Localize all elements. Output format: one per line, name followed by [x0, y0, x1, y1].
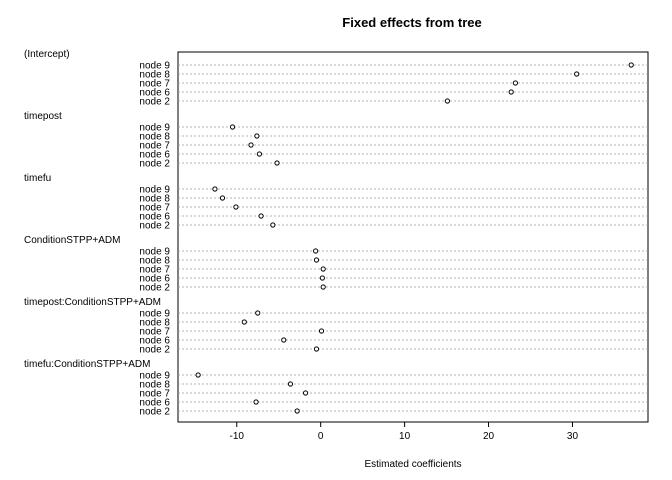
row-label: node 7	[139, 79, 170, 90]
group-label: ConditionSTPP+ADM	[24, 235, 120, 246]
data-point	[233, 204, 239, 210]
x-tick-label: 20	[483, 431, 495, 442]
data-point	[302, 390, 309, 396]
data-point	[287, 381, 294, 387]
row-label: node 9	[139, 185, 170, 196]
row-label: node 7	[139, 265, 170, 276]
x-tick-label: 30	[567, 431, 579, 442]
group-label: timepost:ConditionSTPP+ADM	[24, 297, 161, 308]
row-label: node 8	[139, 256, 170, 267]
data-point	[512, 80, 518, 86]
data-point	[258, 213, 264, 219]
row-label: node 6	[139, 88, 170, 99]
data-point	[241, 319, 247, 325]
data-point	[254, 133, 260, 139]
data-point	[508, 89, 514, 95]
data-point	[270, 222, 276, 228]
row-label: node 2	[139, 283, 170, 294]
data-point	[574, 71, 580, 77]
data-point	[195, 372, 201, 378]
row-label: node 8	[139, 194, 170, 205]
row-label: node 9	[139, 61, 170, 72]
row-label: node 2	[139, 345, 170, 356]
plot-frame	[177, 51, 649, 423]
row-label: node 8	[139, 132, 170, 143]
dots-layer	[195, 62, 634, 414]
data-point	[628, 62, 634, 68]
data-point	[313, 248, 319, 254]
data-point	[212, 186, 218, 192]
row-label: node 2	[139, 407, 170, 418]
data-point	[320, 284, 326, 290]
row-label: node 8	[139, 380, 170, 391]
x-tick-label: 0	[318, 431, 324, 442]
data-point	[229, 124, 236, 130]
data-point	[248, 142, 254, 148]
row-label: node 6	[139, 336, 170, 347]
row-label: node 2	[139, 221, 170, 232]
data-point	[219, 195, 226, 201]
row-label: node 9	[139, 123, 170, 134]
row-label: node 9	[139, 247, 170, 258]
data-point	[313, 346, 320, 352]
data-point	[318, 328, 325, 334]
group-label: timefu:ConditionSTPP+ADM	[24, 359, 150, 370]
row-label: node 8	[139, 70, 170, 81]
row-label: node 8	[139, 318, 170, 329]
data-point	[253, 399, 259, 405]
data-point	[294, 408, 300, 414]
row-label: node 2	[139, 97, 170, 108]
row-label: node 7	[139, 389, 170, 400]
group-label: timefu	[24, 173, 51, 184]
row-label: node 6	[139, 274, 170, 285]
row-label: node 7	[139, 203, 170, 214]
row-label: node 6	[139, 212, 170, 223]
x-tick-label: 10	[399, 431, 411, 442]
data-point	[274, 160, 280, 166]
row-label: node 6	[139, 150, 170, 161]
x-axis: -10 0 10 20 30	[230, 422, 579, 442]
row-label: node 2	[139, 159, 170, 170]
data-point	[256, 151, 263, 157]
x-axis-label: Estimated coefficients	[364, 459, 461, 470]
data-point	[281, 337, 287, 343]
group-label: timepost	[24, 111, 62, 122]
data-point	[313, 257, 320, 263]
group-label: (Intercept)	[24, 49, 70, 60]
data-point	[319, 275, 325, 281]
row-label: node 7	[139, 327, 170, 338]
row-label: node 9	[139, 309, 170, 320]
row-label: node 6	[139, 398, 170, 409]
data-point	[255, 310, 261, 316]
data-point	[320, 266, 326, 272]
data-point	[444, 98, 451, 104]
x-tick-label: -10	[230, 431, 245, 442]
row-label: node 9	[139, 371, 170, 382]
chart-title: Fixed effects from tree	[342, 15, 481, 30]
grid-layer	[178, 64, 648, 412]
row-label: node 7	[139, 141, 170, 152]
